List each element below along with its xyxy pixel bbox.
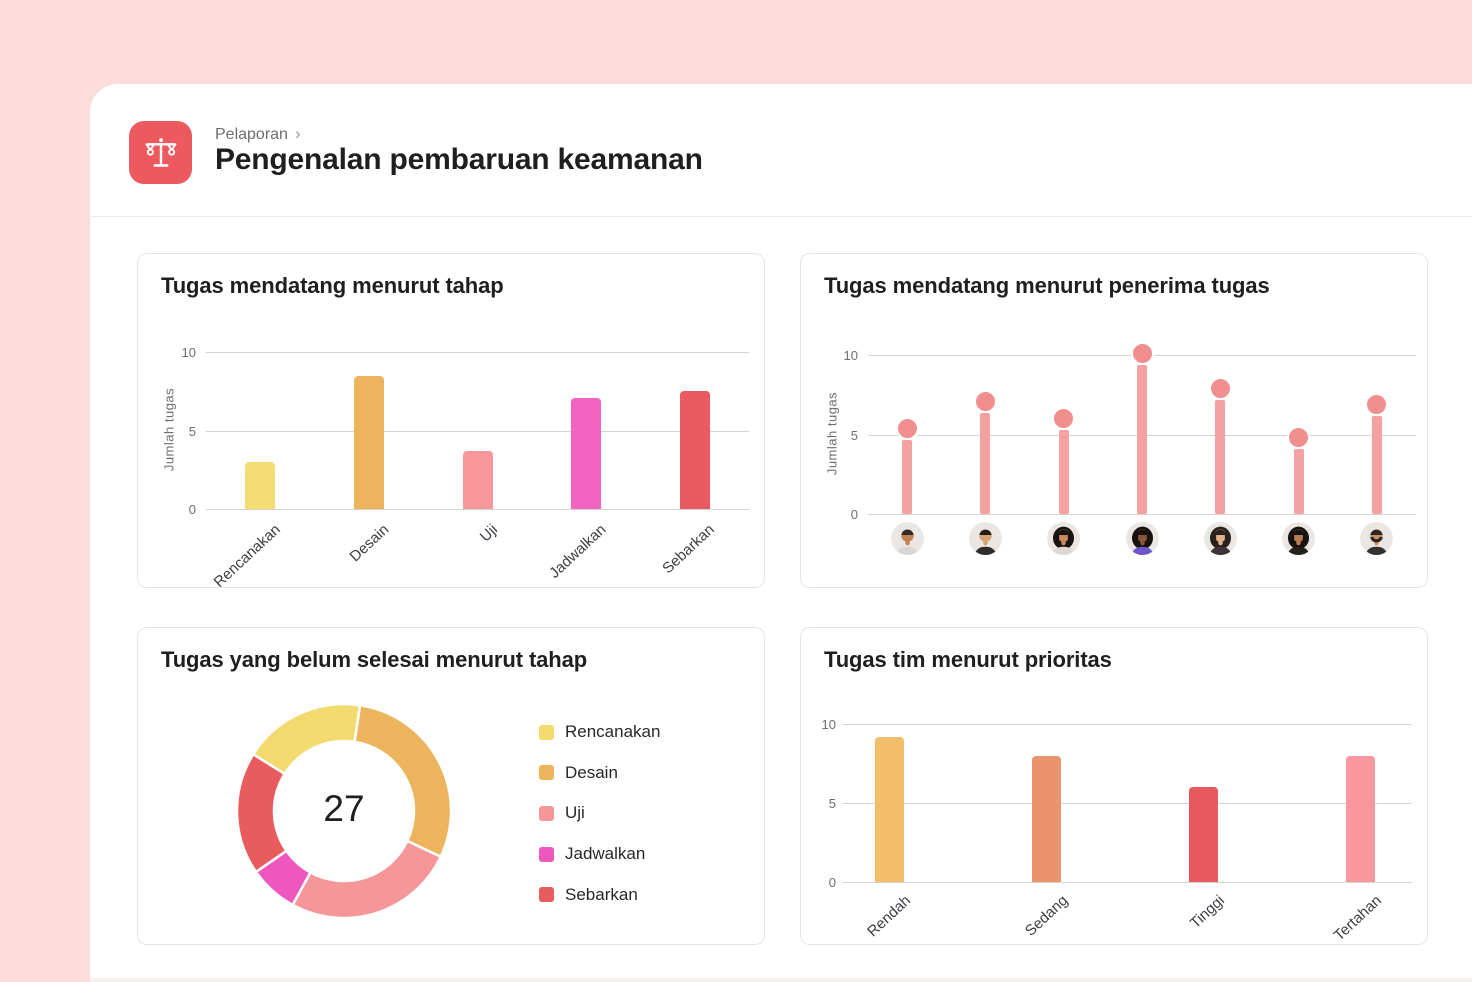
lollipop-dot[interactable]: [1052, 407, 1076, 431]
x-category-label: Uji: [476, 521, 502, 546]
legend-item-desain: Desain: [539, 762, 618, 782]
bar-rencanakan[interactable]: [245, 461, 276, 509]
footer-strip: [90, 978, 1472, 982]
gridline: [843, 882, 1412, 883]
legend-item-rencanakan: Rencanakan: [539, 722, 661, 741]
lollipop-dot[interactable]: [1130, 341, 1154, 365]
legend-swatch: [539, 724, 554, 740]
avatar-man-black-shirt: [968, 521, 1002, 555]
lollipop-dot[interactable]: [1208, 376, 1232, 400]
x-category-label: Jadwalkan: [546, 521, 610, 582]
lollipop-dot[interactable]: [1287, 426, 1311, 450]
main-card: Pelaporan › Pengenalan pembaruan keamanan…: [90, 84, 1472, 982]
lollipop-stem[interactable]: [902, 439, 913, 514]
bar-rendah[interactable]: [875, 736, 904, 882]
legend-label: Uji: [565, 803, 585, 823]
y-tick-label: 10: [821, 717, 836, 732]
avatar-woman-purple-top: [1125, 521, 1159, 555]
legend-label: Desain: [565, 762, 618, 782]
header-divider: [90, 216, 1472, 217]
legend-item-uji: Uji: [539, 803, 585, 823]
lollipop-dot[interactable]: [895, 416, 919, 440]
report-header: Pelaporan › Pengenalan pembaruan keamanan: [90, 84, 1472, 217]
breadcrumb[interactable]: Pelaporan ›: [215, 124, 301, 144]
donut-center-total: 27: [323, 788, 365, 829]
y-tick-label: 0: [828, 875, 836, 890]
chart-title: Tugas mendatang menurut penerima tugas: [824, 273, 1270, 298]
bar-desain[interactable]: [353, 375, 384, 509]
y-tick-label: 0: [850, 507, 858, 522]
donut-chart: [234, 701, 454, 921]
lollipop-stem[interactable]: [1293, 449, 1304, 514]
chart-card-upcoming-by-assignee[interactable]: Tugas mendatang menurut penerima tugas 1…: [800, 253, 1428, 588]
chart-card-upcoming-by-stage[interactable]: Tugas mendatang menurut tahap 10 5 0 Jumlah…: [137, 253, 765, 591]
bar-jadwalkan[interactable]: [571, 397, 602, 509]
bar-sedang[interactable]: [1032, 755, 1061, 882]
donut-segment-uji[interactable]: [290, 839, 443, 920]
legend-swatch: [539, 765, 554, 781]
x-category-label: Tinggi: [1187, 892, 1229, 932]
legend-item-jadwalkan: Jadwalkan: [539, 844, 646, 864]
bar-uji[interactable]: [462, 450, 493, 509]
bar-tinggi[interactable]: [1189, 787, 1218, 882]
legend-swatch: [539, 846, 554, 862]
gridline: [206, 430, 749, 432]
balance-scale-icon: [129, 121, 192, 184]
chart-title: Tugas mendatang menurut tahap: [161, 273, 504, 298]
gridline: [868, 514, 1416, 515]
chart-title: Tugas tim menurut prioritas: [824, 647, 1112, 672]
avatar-woman-dark-top: [1203, 521, 1237, 555]
y-tick-label: 5: [188, 423, 196, 439]
legend-label: Sebarkan: [565, 884, 638, 904]
y-axis-label: Jumlah tugas: [824, 391, 840, 476]
legend-label: Jadwalkan: [565, 844, 646, 864]
legend-swatch: [539, 887, 554, 903]
breadcrumb-link[interactable]: Pelaporan: [215, 126, 288, 143]
gridline: [206, 352, 749, 353]
x-category-label: Rencanakan: [210, 521, 284, 591]
lollipop-stem[interactable]: [1215, 399, 1226, 514]
y-axis-label: Jumlah tugas: [161, 387, 177, 472]
y-tick-label: 5: [850, 427, 858, 443]
lollipop-stem[interactable]: [980, 412, 991, 514]
x-category-label: Tertahan: [1330, 892, 1386, 945]
lollipop-stem[interactable]: [1058, 430, 1069, 514]
lollipop-dot[interactable]: [973, 389, 997, 413]
gridline: [206, 509, 749, 510]
gridline: [843, 724, 1412, 725]
chart-card-incomplete-by-stage[interactable]: Tugas yang belum selesai menurut tahap 2…: [137, 627, 765, 945]
chevron-right-icon: ›: [294, 124, 301, 143]
x-category-label: Desain: [346, 521, 393, 566]
x-category-label: Sebarkan: [659, 521, 719, 578]
avatar-woman-long-hair: [1047, 521, 1081, 555]
x-category-label: Rendah: [864, 892, 915, 941]
bar-sebarkan[interactable]: [679, 391, 710, 509]
lollipop-dot[interactable]: [1365, 392, 1389, 416]
bar-tertahan[interactable]: [1346, 755, 1375, 882]
lollipop-stem[interactable]: [1371, 415, 1382, 514]
avatar-man-short-hair: [890, 521, 924, 555]
x-category-label: Sedang: [1021, 892, 1072, 940]
avatar-woman-black-top: [1282, 521, 1316, 555]
avatar-man-beard: [1360, 521, 1394, 555]
chart-title: Tugas yang belum selesai menurut tahap: [161, 647, 588, 672]
legend-label: Rencanakan: [565, 722, 661, 741]
y-tick-label: 10: [843, 348, 858, 363]
y-tick-label: 10: [181, 345, 196, 360]
page-title: Pengenalan pembaruan keamanan: [215, 143, 703, 176]
chart-card-team-by-priority[interactable]: Tugas tim menurut prioritas 10 5 0 Rendah Se…: [800, 627, 1428, 945]
legend-swatch: [539, 805, 554, 821]
donut-segment-sebarkan[interactable]: [235, 752, 289, 874]
donut-segment-desain[interactable]: [353, 703, 453, 859]
legend-item-sebarkan: Sebarkan: [539, 884, 638, 904]
gridline: [843, 803, 1412, 804]
y-tick-label: 5: [828, 796, 836, 811]
y-tick-label: 0: [188, 502, 196, 517]
lollipop-stem[interactable]: [1137, 364, 1147, 514]
